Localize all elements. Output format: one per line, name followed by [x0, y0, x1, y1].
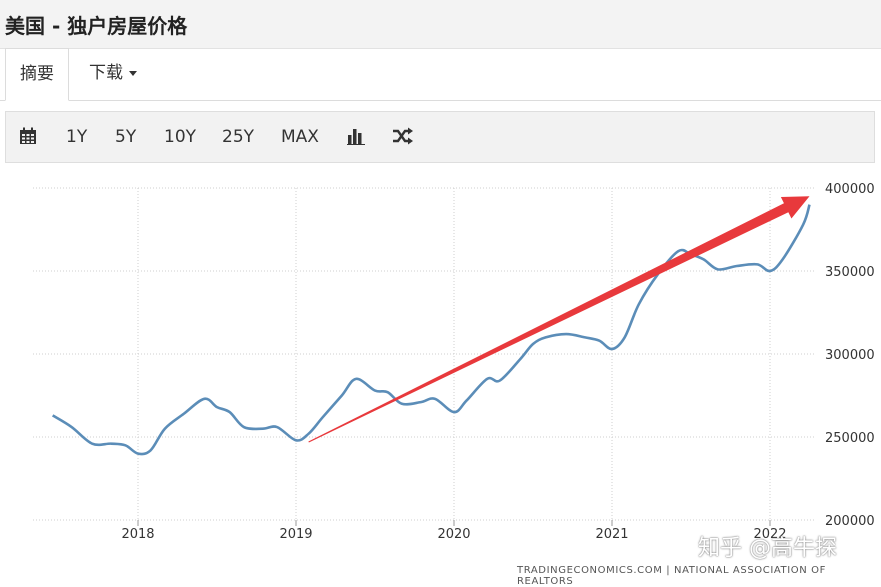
chart-toolbar: 1Y 5Y 10Y 25Y MAX [5, 111, 875, 163]
watermark: 知乎 @高牛探 [698, 536, 837, 561]
y-tick-label: 250000 [825, 431, 875, 446]
tab-summary-label: 摘要 [20, 64, 54, 84]
x-tick-label: 2020 [437, 527, 470, 542]
chart-annotations [308, 196, 810, 443]
range-5y-button[interactable]: 5Y [115, 127, 137, 147]
tab-bar: 摘要 下载 [0, 48, 881, 101]
x-tick-label: 2018 [121, 527, 154, 542]
bar-chart-icon[interactable] [347, 127, 365, 149]
chart-axes: 400000 350000 300000 250000 200000 2018 2019 20… [121, 182, 874, 542]
range-max-button[interactable]: MAX [281, 127, 319, 147]
caret-down-icon [129, 70, 137, 76]
range-10y-button[interactable]: 10Y [164, 127, 197, 147]
x-tick-label: 2019 [279, 527, 312, 542]
chart-source: TRADINGECONOMICS.COM | NATIONAL ASSOCIAT… [517, 565, 826, 587]
series-line [52, 204, 811, 456]
calendar-icon[interactable] [19, 127, 37, 149]
page-title: 美国 - 独户房屋价格 [5, 14, 188, 38]
title-bar: 美国 - 独户房屋价格 [0, 0, 881, 49]
chart-series [52, 204, 811, 456]
x-tick-label: 2021 [595, 527, 628, 542]
y-tick-label: 400000 [825, 182, 875, 197]
y-tick-label: 300000 [825, 348, 875, 363]
range-25y-button[interactable]: 25Y [222, 127, 255, 147]
tab-summary[interactable]: 摘要 [5, 48, 69, 101]
x-tick-label: 2022 [753, 527, 786, 542]
shuffle-icon[interactable] [392, 127, 414, 149]
chart-grid [33, 187, 816, 521]
range-1y-button[interactable]: 1Y [66, 127, 88, 147]
y-tick-label: 350000 [825, 265, 875, 280]
tab-download[interactable]: 下载 [89, 48, 137, 100]
price-chart: 400000 350000 300000 250000 200000 2018 2019 20… [33, 182, 875, 542]
trend-arrow [308, 196, 810, 443]
y-tick-label: 200000 [825, 514, 875, 529]
tab-download-label: 下载 [89, 63, 123, 83]
